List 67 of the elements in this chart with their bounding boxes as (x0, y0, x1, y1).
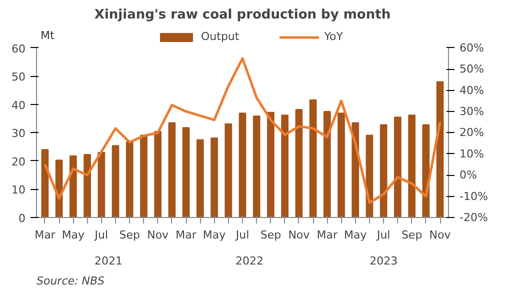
bar (55, 160, 63, 218)
y-axis-title: Mt (40, 28, 55, 42)
x-tick-label: May (62, 228, 86, 242)
bar (41, 149, 49, 218)
source-note: Source: NBS (36, 274, 104, 288)
y2-tick-label: 50% (460, 62, 484, 76)
bar (112, 145, 120, 218)
y2-tick-label: 30% (460, 104, 484, 118)
x-tick-label: Nov (147, 228, 170, 242)
bar (70, 155, 77, 218)
bar (140, 134, 148, 218)
x-tick-label: Sep (401, 228, 422, 242)
text: 2022 (236, 254, 264, 268)
legend-label: YoY (324, 30, 344, 43)
text: 2023 (370, 254, 398, 268)
y-tick-label: 10 (12, 184, 26, 197)
bar (394, 116, 402, 218)
x-tick-label: Mar (176, 228, 197, 242)
y-tick-label: 40 (12, 98, 26, 112)
x-tick-label: Mar (34, 228, 56, 242)
text: 2021 (94, 254, 122, 268)
x-tick-label: May (202, 228, 226, 242)
bar (84, 154, 91, 218)
bar (436, 81, 444, 218)
bar (380, 124, 388, 218)
bar (196, 139, 204, 218)
bar (126, 142, 134, 218)
bar (224, 123, 232, 218)
bar (323, 110, 331, 218)
bar (295, 108, 303, 218)
y-tick-label: 50 (12, 70, 26, 84)
x-tick-label: Nov (429, 228, 452, 242)
bar (154, 131, 162, 218)
bar (168, 122, 176, 218)
bar (210, 138, 218, 218)
x-tick-label: Jul (376, 228, 390, 242)
y-tick-label: 60 (12, 42, 26, 56)
y-tick-label: 20 (12, 155, 26, 168)
x-tick-label: Nov (288, 228, 310, 242)
bar (98, 152, 106, 218)
y2-tick-label: 60% (460, 41, 484, 54)
x-tick-label: Jul (234, 228, 250, 242)
x-tick-label: Jul (94, 228, 108, 242)
bar (338, 112, 345, 218)
bar (238, 112, 246, 218)
y2-tick-label: 20% (460, 126, 484, 140)
x-tick-label: Sep (260, 228, 282, 242)
y-tick-label: 0 (18, 212, 26, 225)
bar (267, 112, 274, 218)
y2-tick-label: 10% (460, 147, 484, 160)
bar (352, 122, 360, 218)
legend-label: Output (201, 30, 240, 43)
y2-tick-label: 40% (460, 84, 484, 97)
bar (281, 114, 289, 218)
x-tick-label: May (344, 228, 368, 242)
chart-title: Xinjiang's raw coal production by month (94, 8, 391, 22)
bar (408, 114, 416, 218)
bar (252, 115, 260, 218)
y-tick-label: 30 (12, 127, 26, 140)
bar (182, 127, 190, 218)
x-tick-label: Sep (119, 228, 140, 242)
bar (309, 99, 317, 218)
x-tick-label: Mar (316, 228, 338, 242)
line-series (44, 57, 442, 204)
y2-tick-label: 0% (460, 168, 477, 182)
y2-tick-label: -20% (460, 211, 488, 224)
y2-tick-label: -10% (460, 190, 488, 203)
